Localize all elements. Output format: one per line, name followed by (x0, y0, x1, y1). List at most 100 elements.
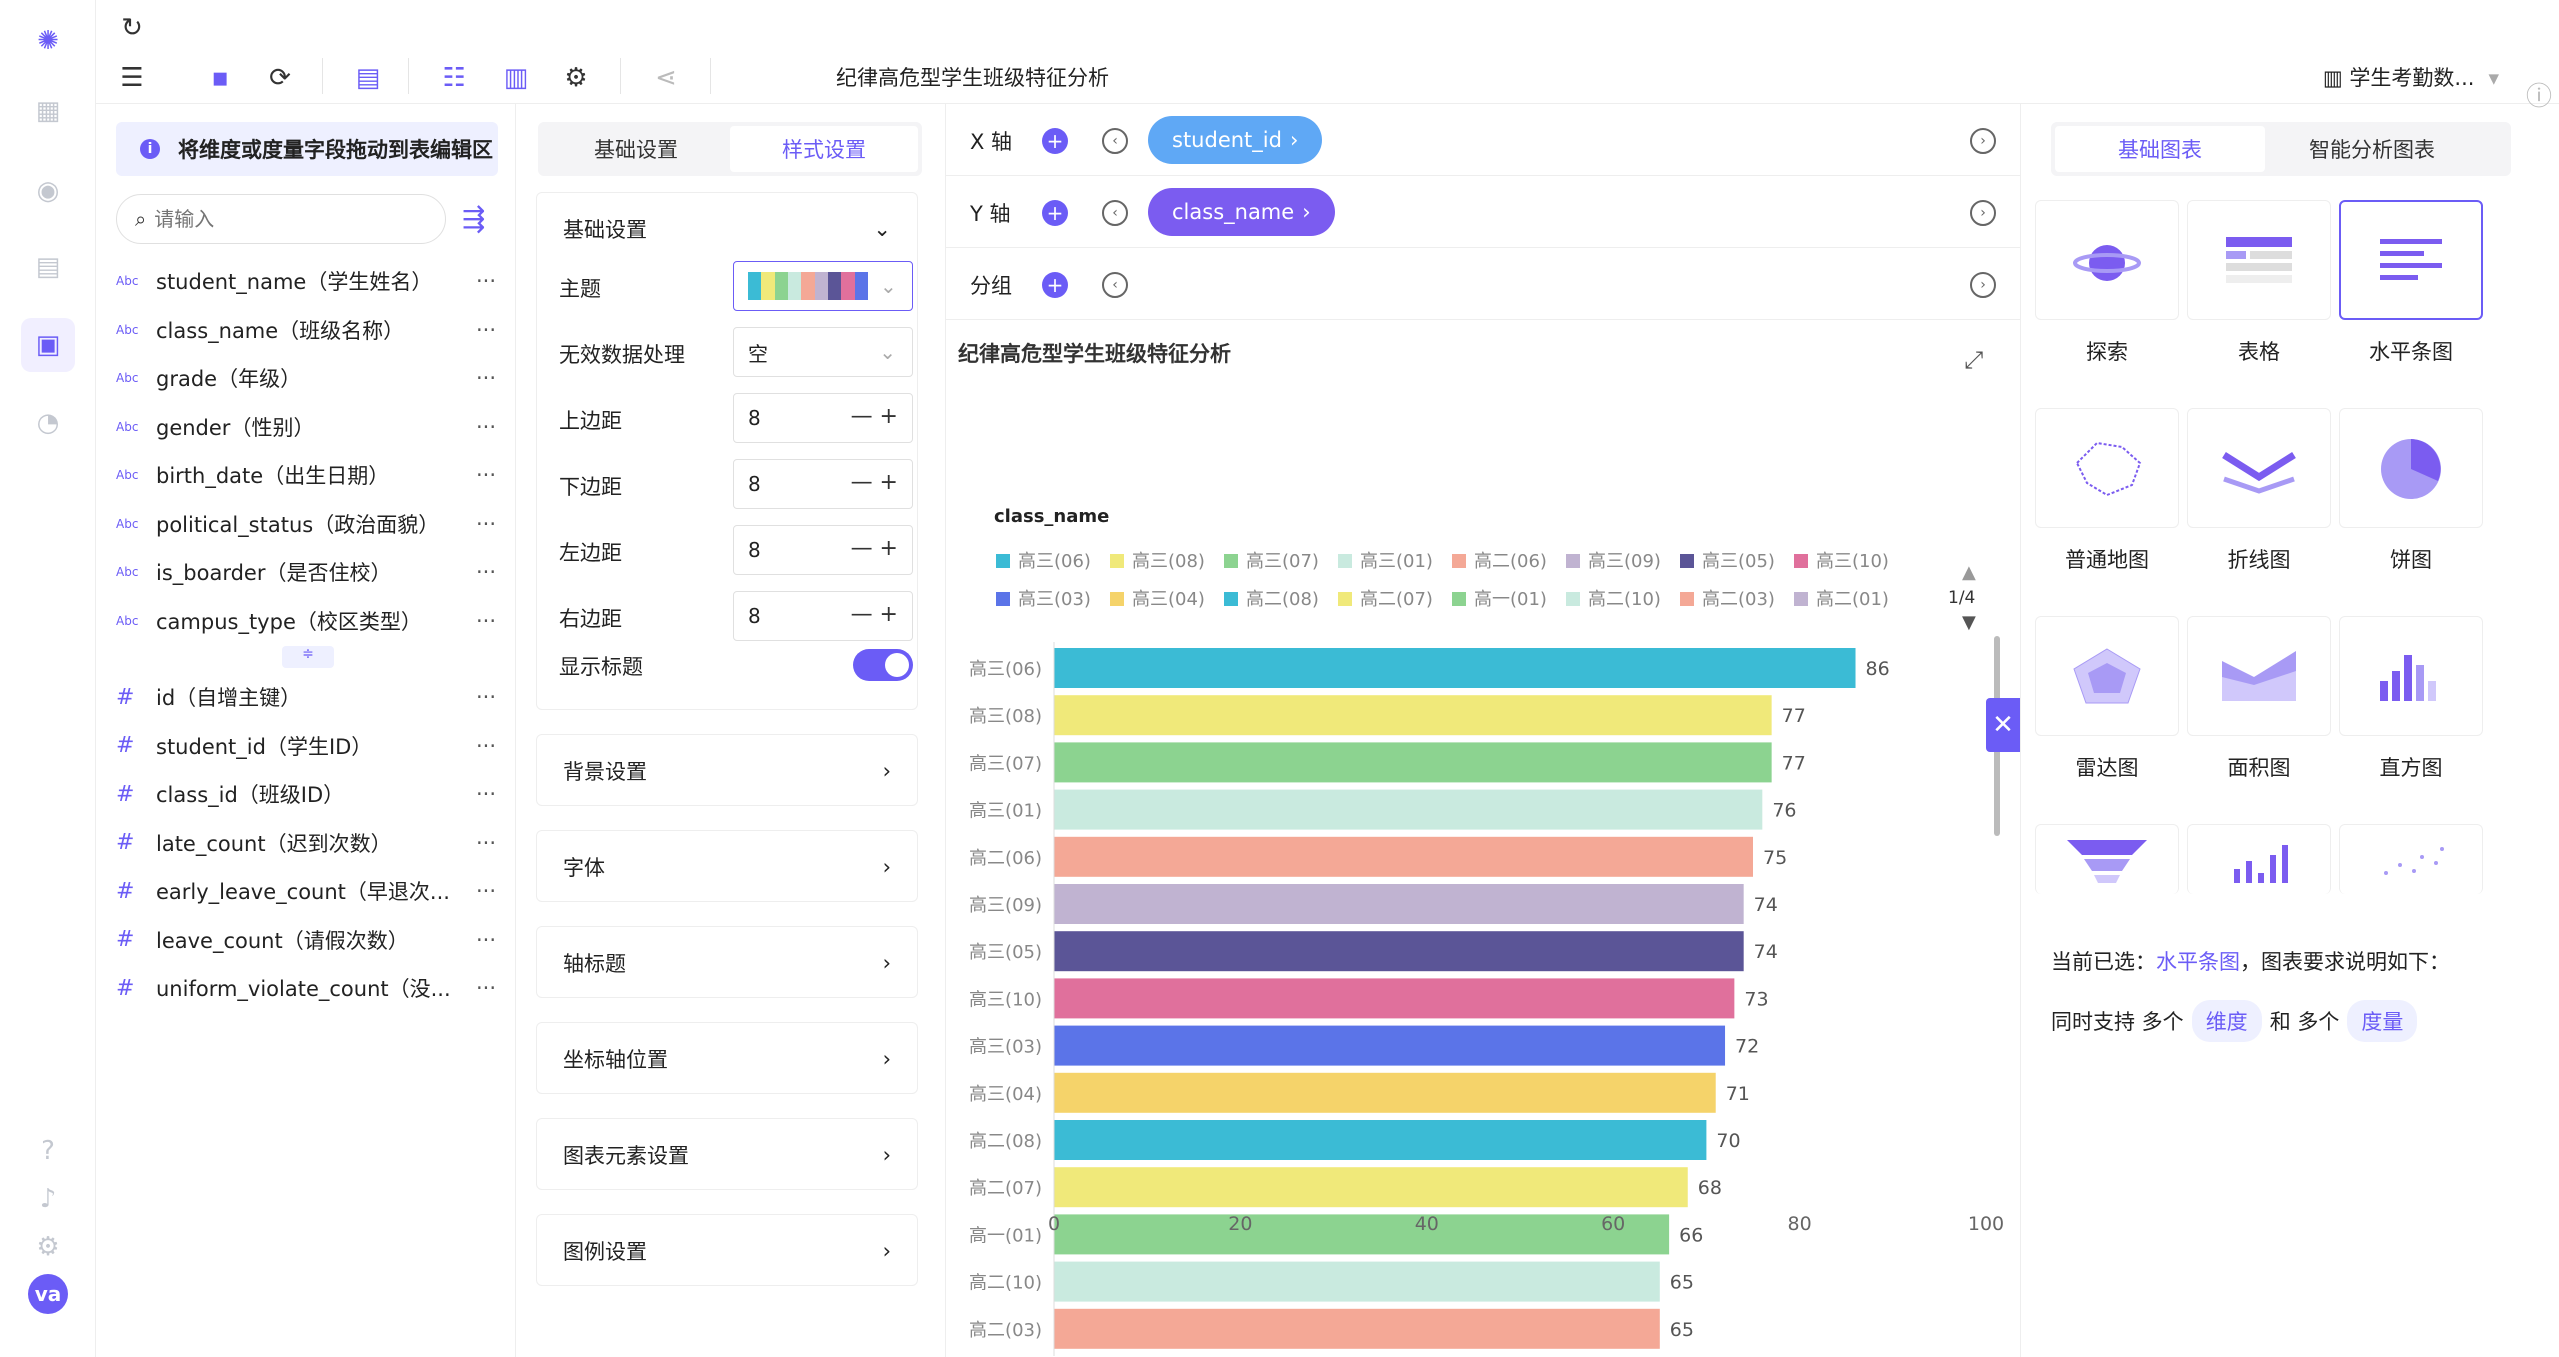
legend-item[interactable]: 高三(01) (1338, 551, 1433, 572)
legend-item[interactable]: 高二(10) (1566, 589, 1661, 610)
explore-chart-option[interactable] (2035, 200, 2179, 320)
show-title-toggle[interactable] (853, 649, 913, 681)
theme-select[interactable]: ⌄ (733, 261, 913, 311)
measure-field[interactable]: # uniform_violate_count（没... ··· (116, 965, 496, 1011)
measure-field[interactable]: # class_id（班级ID） ··· (116, 771, 496, 817)
more-icon[interactable]: ··· (475, 830, 496, 855)
info-icon[interactable]: ⓘ (2525, 81, 2552, 112)
dashboard-icon[interactable]: ▦ (35, 96, 61, 126)
legend-next-icon[interactable]: ▼ (1962, 612, 1976, 633)
analysis-folder-icon[interactable]: ▣ (21, 318, 75, 372)
sync-icon[interactable]: ⟳ (269, 63, 291, 93)
bar[interactable] (1054, 1308, 1660, 1349)
more-icon[interactable]: ··· (475, 511, 496, 536)
monitor-icon[interactable]: ◔ (36, 408, 60, 438)
settings-section-card[interactable]: 坐标轴位置 › (536, 1022, 918, 1094)
dimension-field[interactable]: Abc class_name（班级名称） ··· (116, 307, 496, 353)
legend-item[interactable]: 高三(03) (996, 589, 1091, 610)
search-input[interactable] (154, 207, 415, 231)
settings-section-card[interactable]: 图表元素设置 › (536, 1118, 918, 1190)
x-field-pill[interactable]: student_id › (1148, 116, 1323, 164)
more-icon[interactable]: ··· (475, 927, 496, 952)
bar[interactable] (1054, 648, 1856, 688)
map-chart-option[interactable] (2035, 408, 2179, 528)
legend-item[interactable]: 高三(05) (1680, 551, 1775, 572)
measure-field[interactable]: # id（自增主键） ··· (116, 674, 496, 720)
stepper-icon[interactable]: — + (850, 404, 898, 429)
more-icon[interactable]: ··· (475, 782, 496, 806)
bar[interactable] (1054, 1120, 1707, 1160)
settings-section-card[interactable]: 轴标题 › (536, 926, 918, 998)
add-y-field-button[interactable]: + (1042, 200, 1068, 226)
radar-chart-option[interactable] (2035, 616, 2179, 736)
invalid-data-select[interactable]: 空 ⌄ (733, 327, 913, 377)
more-icon[interactable]: ··· (475, 685, 496, 709)
bar[interactable] (1054, 1214, 1670, 1255)
legend-item[interactable]: 高三(04) (1110, 589, 1205, 610)
measure-field[interactable]: # early_leave_count（早退次... ··· (116, 868, 496, 914)
field-search[interactable]: ⌕ (116, 194, 446, 244)
group-back-icon[interactable]: ‹ (1102, 272, 1128, 298)
more-icon[interactable]: ··· (475, 463, 496, 487)
legend-item[interactable]: 高三(10) (1794, 551, 1889, 572)
bar[interactable] (1054, 931, 1744, 972)
help-icon[interactable]: ? (41, 1136, 55, 1166)
area-chart-option[interactable] (2187, 616, 2331, 736)
gear-icon[interactable]: ⚙ (36, 1232, 60, 1262)
add-x-field-button[interactable]: + (1042, 128, 1068, 154)
save-icon[interactable]: ▪ (211, 63, 229, 93)
datasource-select[interactable]: ▥ 学生考勤数... ▾ (2323, 62, 2499, 92)
y-axis-forward-icon[interactable]: › (1970, 200, 1996, 226)
more-icon[interactable]: ··· (475, 879, 496, 903)
avatar[interactable]: va (28, 1274, 68, 1314)
more-icon[interactable]: ··· (475, 976, 496, 1000)
add-group-field-button[interactable]: + (1042, 272, 1068, 298)
splitter-handle[interactable]: ≑ (282, 646, 334, 668)
legend-item[interactable]: 高二(03) (1680, 589, 1775, 610)
pie-chart-option[interactable] (2339, 408, 2483, 528)
bar[interactable] (1054, 836, 1753, 877)
more-icon[interactable]: ··· (475, 560, 496, 584)
dimension-field[interactable]: Abc is_boarder（是否住校） ··· (116, 549, 496, 595)
margin-input[interactable]: 8 — + (733, 393, 913, 443)
line-chart-option[interactable] (2187, 408, 2331, 528)
histogram-chart-option[interactable] (2339, 616, 2483, 736)
legend-item[interactable]: 高三(08) (1110, 551, 1205, 572)
legend-item[interactable]: 高二(06) (1452, 551, 1547, 572)
legend-item[interactable]: 高二(08) (1224, 589, 1319, 610)
dimension-field[interactable]: Abc grade（年级） ··· (116, 355, 496, 401)
measure-field[interactable]: # late_count（迟到次数） ··· (116, 820, 496, 866)
fullscreen-icon[interactable]: ⤢ (1964, 346, 1984, 374)
more-icon[interactable]: ··· (475, 608, 496, 633)
dimension-field[interactable]: Abc political_status（政治面貌） ··· (116, 501, 496, 547)
analysis-title[interactable]: 纪律高危型学生班级特征分析 (836, 66, 1109, 90)
dimension-field[interactable]: Abc gender（性别） ··· (116, 404, 496, 450)
more-icon[interactable]: ··· (475, 269, 496, 293)
field-config-icon[interactable]: ☷ (442, 63, 466, 93)
tab-basic-charts[interactable]: 基础图表 (2055, 126, 2265, 172)
stepper-icon[interactable]: — + (850, 470, 898, 495)
bar[interactable] (1054, 742, 1772, 783)
y-field-pill[interactable]: class_name › (1148, 188, 1335, 236)
data-table-icon[interactable]: ▤ (355, 63, 381, 93)
close-panel-button[interactable]: ✕ (1986, 698, 2020, 752)
bar[interactable] (1054, 789, 1763, 830)
stepper-icon[interactable]: — + (850, 536, 898, 561)
settings-icon[interactable]: ⚙ (564, 63, 588, 93)
share-icon[interactable]: ⋖ (655, 63, 677, 93)
add-calc-field-icon[interactable]: ⇶ (462, 202, 486, 235)
legend-item[interactable]: 高三(06) (996, 551, 1091, 572)
tab-style-settings[interactable]: 样式设置 (730, 126, 918, 172)
bar[interactable] (1054, 1072, 1716, 1113)
scatter-chart-option[interactable] (2339, 824, 2483, 894)
margin-input[interactable]: 8 — + (733, 525, 913, 575)
y-axis-back-icon[interactable]: ‹ (1102, 200, 1128, 226)
dimension-field[interactable]: Abc student_name（学生姓名） ··· (116, 258, 496, 304)
more-icon[interactable]: ··· (475, 317, 496, 342)
legend-prev-icon[interactable]: ▲ (1962, 562, 1976, 583)
legend-item[interactable]: 高三(09) (1566, 551, 1661, 572)
dimension-field[interactable]: Abc campus_type（校区类型） ··· (116, 598, 496, 644)
tab-basic-settings[interactable]: 基础设置 (594, 138, 678, 162)
group-forward-icon[interactable]: › (1970, 272, 1996, 298)
settings-section-card[interactable]: 图例设置 › (536, 1214, 918, 1286)
